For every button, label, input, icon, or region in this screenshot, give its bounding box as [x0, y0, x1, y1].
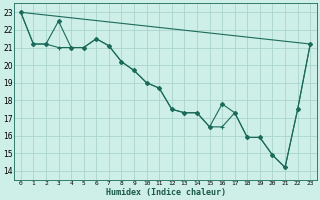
- X-axis label: Humidex (Indice chaleur): Humidex (Indice chaleur): [106, 188, 226, 197]
